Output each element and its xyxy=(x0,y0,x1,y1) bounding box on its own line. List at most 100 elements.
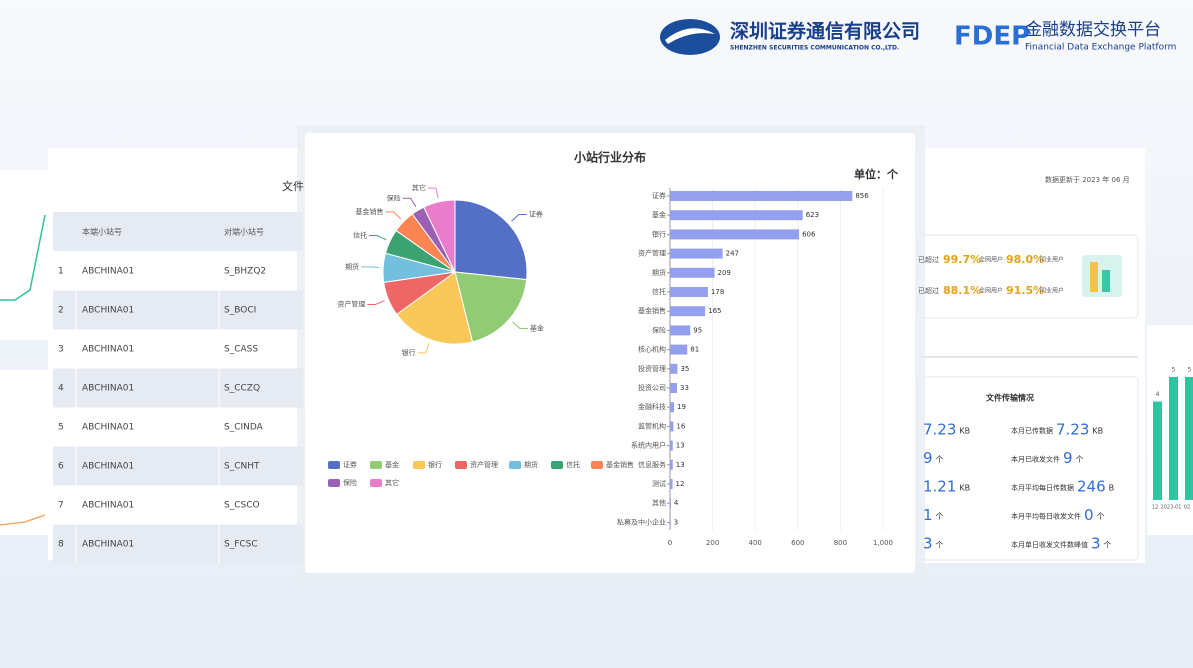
row-bg xyxy=(53,446,303,486)
bar xyxy=(670,440,673,451)
pie-label: 基金销售 xyxy=(356,207,384,216)
updated: 数据更新于 2023 年 06 月 xyxy=(1045,175,1130,184)
pie-leader xyxy=(369,234,387,241)
company-name-en: SHENZHEN SECURITIES COMMUNICATION CO.,LT… xyxy=(730,45,899,52)
table-cell: S_BHZQ2 xyxy=(224,267,266,277)
legend-swatch xyxy=(370,461,382,469)
bar xyxy=(670,459,673,470)
table-cell: S_CNHT xyxy=(224,462,260,472)
legend-label: 保险 xyxy=(343,478,357,487)
pie-leader xyxy=(427,187,439,199)
pie-label: 证券 xyxy=(529,209,543,218)
transfer-title: 文件传输情况 xyxy=(986,393,1034,403)
table-cell: 1 xyxy=(58,267,64,277)
x-tick-label: 600 xyxy=(791,539,804,547)
bar-value: 13 xyxy=(676,442,685,450)
bar xyxy=(670,287,708,297)
bar-value: 33 xyxy=(680,384,689,392)
stat-label: 全网用户 xyxy=(979,287,1003,295)
stat-value: 88.1% xyxy=(943,284,981,297)
table-cell: S_CINDA xyxy=(224,423,264,433)
pie-leader xyxy=(385,211,402,220)
y-tick-label: 监管机构 xyxy=(638,421,666,430)
bar-value: 623 xyxy=(806,211,819,219)
transfer-unit: B xyxy=(1109,484,1115,493)
y-tick-label: 基金销售 xyxy=(638,306,666,315)
y-tick-label: 其他 xyxy=(652,498,666,507)
transfer-unit: 个 xyxy=(936,455,944,464)
platform-logo: FDEP xyxy=(954,22,1030,52)
legend-swatch xyxy=(370,479,382,487)
bar-value: 16 xyxy=(676,422,685,430)
table-cell: S_BOCI xyxy=(224,306,256,316)
table-cell: S_CASS xyxy=(224,345,258,355)
legend-swatch xyxy=(328,479,340,487)
y-tick-label: 私募及中小企业 xyxy=(617,517,666,526)
legend-swatch xyxy=(509,461,521,469)
bar-value: 165 xyxy=(708,307,721,315)
legend-swatch xyxy=(455,461,467,469)
table-header: 本端小站号 xyxy=(82,227,122,237)
transfer-unit: 个 xyxy=(1104,541,1112,550)
table-header: 对端小站号 xyxy=(224,227,264,237)
legend-label: 资产管理 xyxy=(470,460,498,469)
icon-bar xyxy=(1090,262,1098,292)
bar xyxy=(670,402,675,413)
bar xyxy=(670,306,706,317)
bar-value: 12 xyxy=(676,480,685,488)
bar-value: 209 xyxy=(718,269,731,277)
y-tick-label: 系统内用户 xyxy=(631,441,666,450)
legend-label: 其它 xyxy=(385,478,399,487)
pie-label: 资产管理 xyxy=(337,299,365,308)
y-tick-label: 银行 xyxy=(652,229,666,238)
y-tick-label: 证券 xyxy=(652,191,666,200)
table-cell: S_CSCO xyxy=(224,501,260,511)
transfer-unit: 个 xyxy=(1076,455,1084,464)
transfer-unit: 个 xyxy=(1097,512,1105,521)
legend-label: 证券 xyxy=(343,460,357,469)
pie-slice xyxy=(454,199,528,281)
x-tick-label: 400 xyxy=(749,539,762,547)
legend-label: 期货 xyxy=(524,460,538,469)
table-cell: ABCHINA01 xyxy=(82,267,134,277)
table-title: 文件 xyxy=(282,179,304,193)
y-tick-label: 信托 xyxy=(652,287,666,296)
table-cell: 5 xyxy=(58,423,64,433)
transfer-label: 本月单日收发文件数峰值 xyxy=(1011,540,1088,549)
bar xyxy=(670,363,678,374)
pie-slice xyxy=(396,271,474,345)
bar-value: 178 xyxy=(711,288,724,296)
row-bg xyxy=(53,290,303,330)
table-cell: S_FCSC xyxy=(224,540,258,550)
bar-value: 5 xyxy=(1188,366,1192,373)
bar xyxy=(670,421,674,432)
table-cell: ABCHINA01 xyxy=(82,423,134,433)
table-cell: ABCHINA01 xyxy=(82,384,134,394)
transfer-unit: 个 xyxy=(936,541,944,550)
pie-slice xyxy=(423,199,456,273)
stat-value: 98.0% xyxy=(1006,253,1044,266)
left-panel xyxy=(0,170,48,340)
bar-value: 606 xyxy=(802,230,816,238)
y-tick-label: 保险 xyxy=(652,325,666,334)
table-cell: 4 xyxy=(58,384,64,394)
stat-prefix: 已超过 xyxy=(918,255,939,264)
stat-prefix: 已超过 xyxy=(918,286,939,295)
platform-name: 金融数据交换平台 xyxy=(1025,20,1161,40)
bar-value: 4 xyxy=(674,499,679,507)
bar-value: 35 xyxy=(680,365,689,373)
transfer-unit: 个 xyxy=(936,512,944,521)
legend-swatch xyxy=(591,461,603,469)
x-tick-label: 0 xyxy=(668,539,672,547)
row-bg xyxy=(53,524,303,564)
pie-label: 期货 xyxy=(345,262,359,271)
bar xyxy=(1153,401,1162,500)
bar xyxy=(670,267,715,278)
table-cell: 6 xyxy=(58,462,64,472)
transfer-unit: KB xyxy=(1092,427,1103,436)
pie-leader xyxy=(511,213,527,222)
unit-label: 单位：个 xyxy=(854,167,899,181)
company-name: 深圳证券通信有限公司 xyxy=(730,20,920,43)
